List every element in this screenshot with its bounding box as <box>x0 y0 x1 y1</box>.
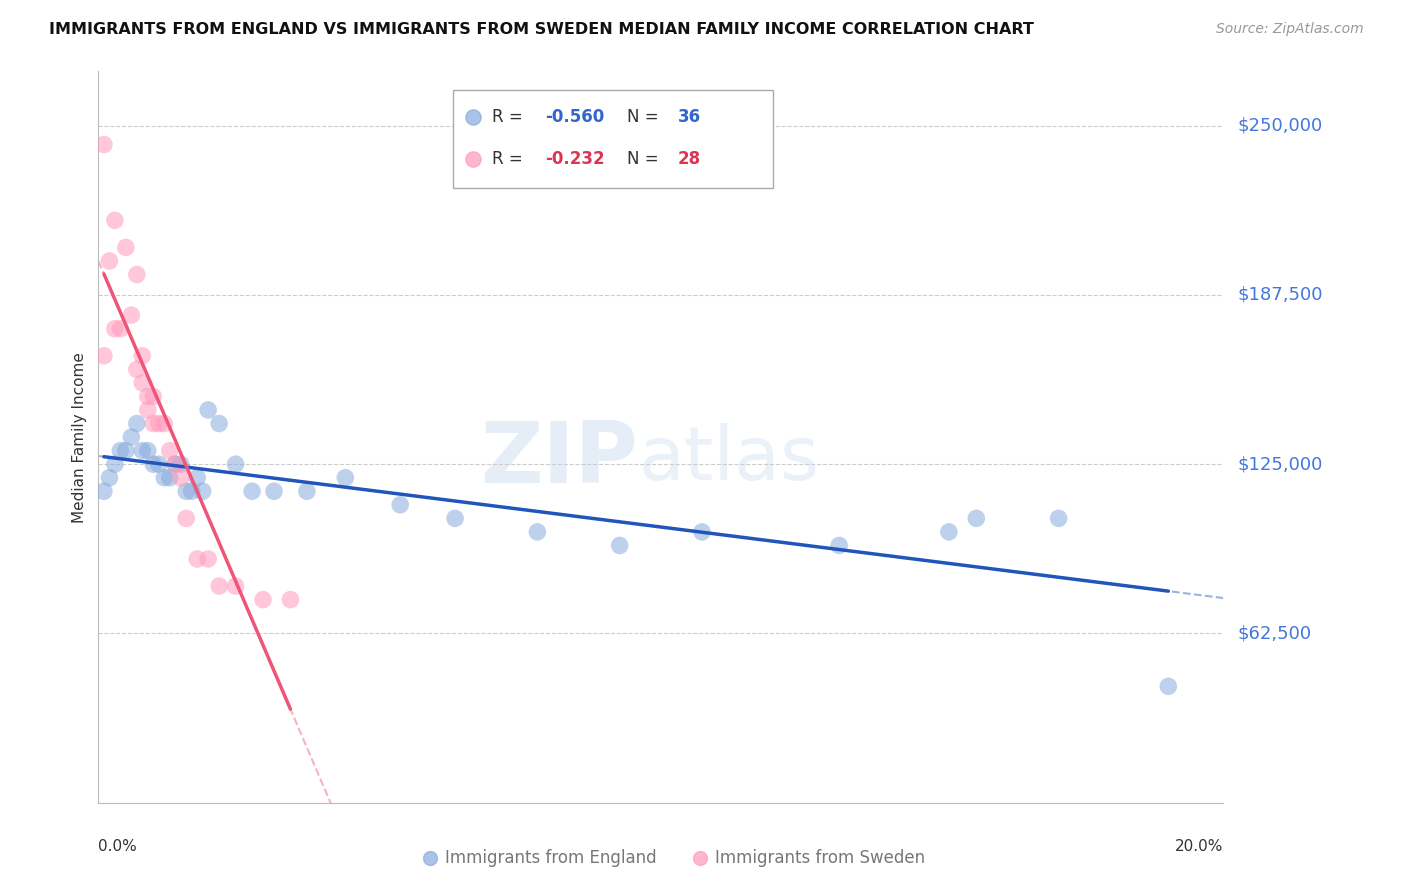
Point <box>225 457 247 471</box>
Point <box>280 592 302 607</box>
Point <box>93 349 115 363</box>
Point <box>263 484 285 499</box>
Point <box>197 403 219 417</box>
Point <box>136 389 159 403</box>
Point <box>526 524 548 539</box>
Point <box>165 457 187 471</box>
Point <box>965 511 987 525</box>
Point <box>142 417 165 431</box>
Text: $62,500: $62,500 <box>1237 624 1312 642</box>
Point <box>186 471 208 485</box>
Point <box>104 322 127 336</box>
Point <box>148 457 170 471</box>
Point <box>93 484 115 499</box>
Point <box>131 376 153 390</box>
Text: 0.0%: 0.0% <box>98 839 138 855</box>
Point <box>186 552 208 566</box>
Point <box>295 484 318 499</box>
Point <box>208 417 231 431</box>
Point <box>174 511 197 525</box>
Point <box>125 268 148 282</box>
Point <box>120 308 142 322</box>
Point <box>148 417 170 431</box>
Point <box>191 484 214 499</box>
Point <box>159 471 181 485</box>
Point <box>110 443 132 458</box>
Text: $125,000: $125,000 <box>1237 455 1323 473</box>
Point <box>125 417 148 431</box>
FancyBboxPatch shape <box>453 90 773 188</box>
Point <box>125 362 148 376</box>
Point <box>938 524 960 539</box>
Point <box>444 511 467 525</box>
Point <box>142 389 165 403</box>
Text: N =: N = <box>627 109 664 127</box>
Point <box>1157 679 1180 693</box>
Text: N =: N = <box>627 150 664 168</box>
Point <box>131 349 153 363</box>
Point <box>153 417 176 431</box>
Point <box>153 471 176 485</box>
Point <box>208 579 231 593</box>
Text: $250,000: $250,000 <box>1237 117 1323 135</box>
Text: Immigrants from England: Immigrants from England <box>444 848 657 867</box>
Point <box>389 498 412 512</box>
Point <box>225 579 247 593</box>
Point <box>142 457 165 471</box>
Point <box>115 240 138 254</box>
Point <box>170 457 193 471</box>
Point <box>115 443 138 458</box>
Point <box>98 471 121 485</box>
Text: R =: R = <box>492 109 529 127</box>
Point <box>120 430 142 444</box>
Point <box>240 484 263 499</box>
Text: R =: R = <box>492 150 529 168</box>
Point <box>136 403 159 417</box>
Point <box>609 538 631 552</box>
Point <box>252 592 274 607</box>
Text: IMMIGRANTS FROM ENGLAND VS IMMIGRANTS FROM SWEDEN MEDIAN FAMILY INCOME CORRELATI: IMMIGRANTS FROM ENGLAND VS IMMIGRANTS FR… <box>49 22 1033 37</box>
Point <box>170 471 193 485</box>
Point <box>93 137 115 152</box>
Point <box>197 552 219 566</box>
Point <box>165 457 187 471</box>
Point <box>690 524 713 539</box>
Point <box>136 443 159 458</box>
Text: 36: 36 <box>678 109 700 127</box>
Point <box>98 254 121 268</box>
Point <box>110 322 132 336</box>
Text: 20.0%: 20.0% <box>1175 839 1223 855</box>
Point <box>159 443 181 458</box>
Text: 28: 28 <box>678 150 700 168</box>
Text: -0.232: -0.232 <box>546 150 605 168</box>
Text: Immigrants from Sweden: Immigrants from Sweden <box>714 848 925 867</box>
Text: -0.560: -0.560 <box>546 109 605 127</box>
Text: $187,500: $187,500 <box>1237 285 1323 304</box>
Text: Source: ZipAtlas.com: Source: ZipAtlas.com <box>1216 22 1364 37</box>
Point <box>131 443 153 458</box>
Point <box>828 538 851 552</box>
Point <box>180 484 202 499</box>
Point <box>174 484 197 499</box>
Text: atlas: atlas <box>638 423 820 496</box>
Point <box>104 457 127 471</box>
Y-axis label: Median Family Income: Median Family Income <box>72 351 87 523</box>
Text: ZIP: ZIP <box>481 417 638 500</box>
Point <box>335 471 357 485</box>
Point <box>104 213 127 227</box>
Point <box>1047 511 1070 525</box>
